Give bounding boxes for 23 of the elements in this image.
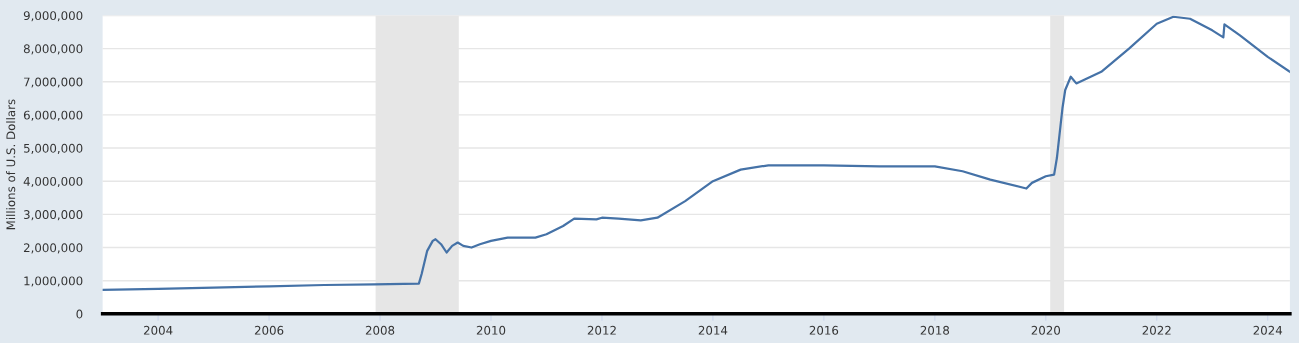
x-tick-label: 2014 xyxy=(698,325,728,335)
y-axis-title: Millions of U.S. Dollars xyxy=(6,99,16,230)
y-tick-label: 2,000,000 xyxy=(23,243,83,254)
line-series xyxy=(102,15,1290,292)
y-tick-label: 6,000,000 xyxy=(23,110,83,121)
y-tick-label: 8,000,000 xyxy=(23,44,83,55)
x-tick-label: 2010 xyxy=(476,325,506,335)
x-tick-label: 2018 xyxy=(920,325,950,335)
x-tick-label: 2024 xyxy=(1253,325,1283,335)
y-tick-label: 3,000,000 xyxy=(23,210,83,221)
x-tick-label: 2022 xyxy=(1142,325,1171,335)
x-tick-label: 2004 xyxy=(143,325,173,335)
y-tick-label: 9,000,000 xyxy=(23,11,83,22)
x-tick-label: 2006 xyxy=(254,325,284,335)
y-tick-label: 4,000,000 xyxy=(23,176,83,188)
x-tick-label: 2016 xyxy=(809,325,839,335)
y-tick-label: 1,000,000 xyxy=(24,276,83,287)
x-tick-label: 2008 xyxy=(365,325,395,335)
y-tick-label: 0 xyxy=(76,309,83,319)
x-tick-label: 2012 xyxy=(587,325,616,335)
y-tick-label: 5,000,000 xyxy=(24,143,83,154)
x-tick-label: 2020 xyxy=(1031,325,1061,335)
y-tick-label: 7,000,000 xyxy=(24,77,83,88)
